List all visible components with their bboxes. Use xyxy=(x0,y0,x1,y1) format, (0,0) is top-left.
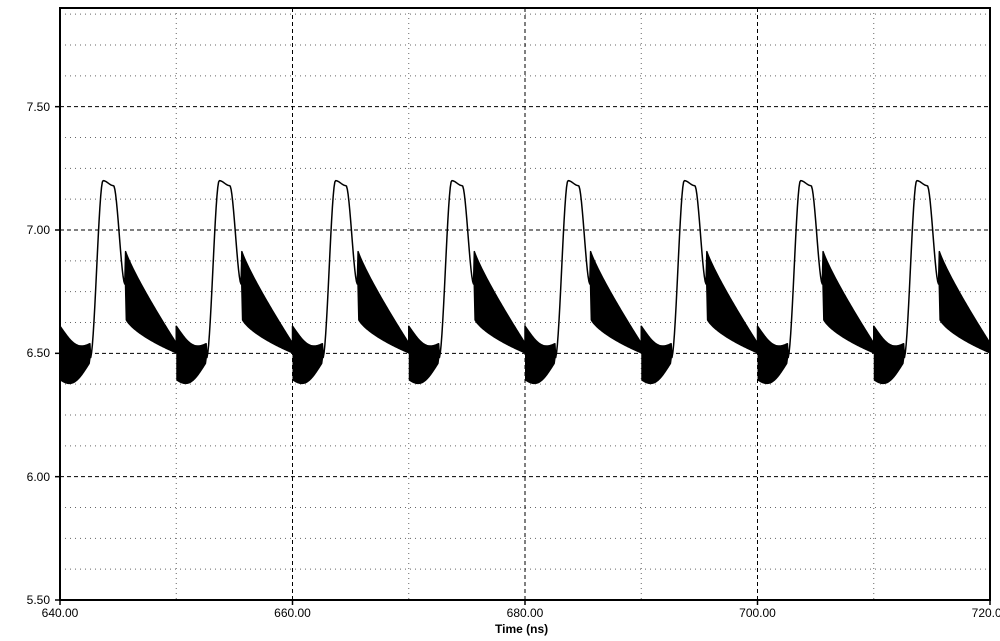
x-tick-label: 660.00 xyxy=(274,606,311,620)
x-tick-label: 640.00 xyxy=(42,606,79,620)
x-tick-label: 720.00 xyxy=(972,606,1000,620)
y-tick-label: 7.50 xyxy=(0,100,50,114)
x-axis-title: Time (ns) xyxy=(495,622,548,636)
y-tick-label: 7.00 xyxy=(0,223,50,237)
x-tick-label: 680.00 xyxy=(507,606,544,620)
y-tick-label: 6.50 xyxy=(0,346,50,360)
x-tick-label: 700.00 xyxy=(739,606,776,620)
y-tick-label: 6.00 xyxy=(0,470,50,484)
y-tick-label: 5.50 xyxy=(0,593,50,607)
chart-svg xyxy=(0,0,1000,641)
chart-root: 5.50 6.00 6.50 7.00 7.50 640.00 660.00 680.00 70… xyxy=(0,0,1000,641)
